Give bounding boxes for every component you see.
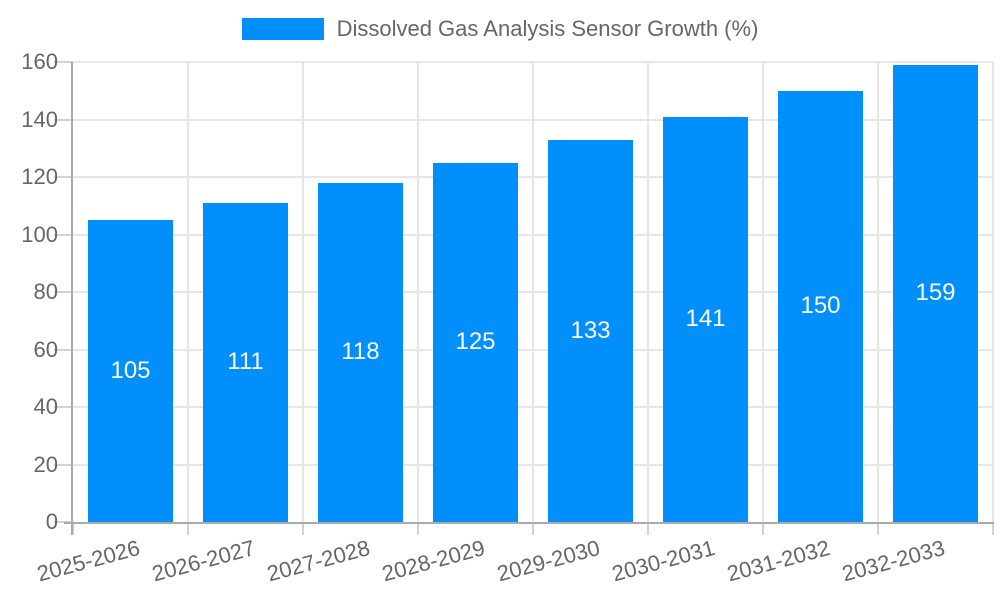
bar[interactable] [548,139,633,522]
gridline-vertical [532,62,534,522]
bar-value-label: 133 [570,316,611,344]
y-tick-mark [54,176,73,178]
x-tick-mark [647,522,649,535]
bar[interactable] [318,182,403,522]
y-tick-label: 80 [33,279,58,304]
bar-value-label: 125 [455,328,496,356]
gridline-vertical [877,62,879,522]
y-tick-mark [54,291,73,293]
x-tick-mark [187,522,189,535]
gridline-vertical [302,62,304,522]
y-tick-label: 40 [33,394,58,419]
x-tick-mark [72,522,74,535]
y-tick-label: 60 [33,336,58,362]
bar[interactable] [88,220,173,522]
gridline-vertical [417,62,419,522]
x-tick-mark [532,522,534,535]
bar-value-label: 111 [227,348,264,376]
y-tick-label: 20 [33,451,58,477]
bar-value-label: 159 [915,279,956,307]
x-tick-mark [992,522,994,535]
x-axis-line [64,522,994,524]
y-tick-label: 140 [21,106,58,132]
legend-label: Dissolved Gas Analysis Sensor Growth (%) [336,16,759,41]
y-tick-label: 160 [21,49,58,74]
gridline-vertical [992,62,994,522]
y-tick-mark [54,348,73,351]
x-tick-mark [877,522,879,535]
bar[interactable] [778,90,863,522]
y-tick-mark [54,61,73,63]
gridline-vertical [187,62,189,522]
y-tick-mark [54,233,73,236]
y-tick-label: 120 [21,164,58,189]
bar[interactable] [433,162,518,522]
x-tick-mark [417,522,419,535]
gridline-vertical [762,62,764,522]
y-tick-mark [54,118,73,121]
y-tick-mark [54,406,73,408]
y-axis-line [71,62,73,535]
x-tick-mark [302,522,304,535]
y-tick-mark [54,463,73,466]
gridline-vertical [647,62,649,522]
bar[interactable] [663,116,748,522]
y-tick-label: 100 [21,221,58,247]
bar-value-label: 105 [110,357,151,385]
bar[interactable] [893,64,978,522]
bar[interactable] [203,202,288,522]
bar-value-label: 141 [685,305,726,333]
x-tick-mark [762,522,764,535]
legend-swatch [241,18,324,40]
y-tick-mark [54,521,73,523]
y-tick-label: 0 [45,509,58,534]
bar-value-label: 150 [800,292,841,320]
bar-value-label: 118 [341,338,380,366]
chart-legend[interactable]: Dissolved Gas Analysis Sensor Growth (%) [0,16,1000,42]
